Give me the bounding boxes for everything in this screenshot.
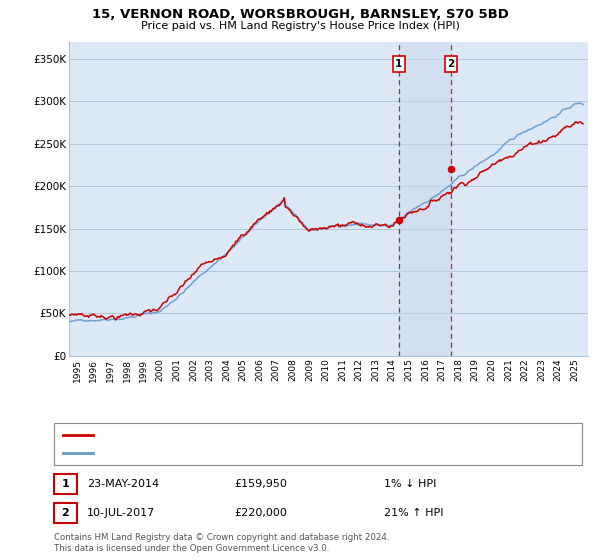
Text: Price paid vs. HM Land Registry's House Price Index (HPI): Price paid vs. HM Land Registry's House … <box>140 21 460 31</box>
Text: 1: 1 <box>395 59 403 69</box>
Text: 1% ↓ HPI: 1% ↓ HPI <box>384 479 436 489</box>
Text: 10-JUL-2017: 10-JUL-2017 <box>87 508 155 518</box>
Text: 21% ↑ HPI: 21% ↑ HPI <box>384 508 443 518</box>
Text: 23-MAY-2014: 23-MAY-2014 <box>87 479 159 489</box>
Text: 1: 1 <box>62 479 69 489</box>
Text: £220,000: £220,000 <box>234 508 287 518</box>
Bar <box>399 42 451 356</box>
Text: 15, VERNON ROAD, WORSBROUGH, BARNSLEY, S70 5BD (detached house): 15, VERNON ROAD, WORSBROUGH, BARNSLEY, S… <box>98 430 452 439</box>
Text: 2: 2 <box>447 59 454 69</box>
Text: 2: 2 <box>62 508 69 518</box>
Text: £159,950: £159,950 <box>234 479 287 489</box>
Text: 15, VERNON ROAD, WORSBROUGH, BARNSLEY, S70 5BD: 15, VERNON ROAD, WORSBROUGH, BARNSLEY, S… <box>92 8 508 21</box>
Text: HPI: Average price, detached house, Barnsley: HPI: Average price, detached house, Barn… <box>98 449 315 458</box>
Text: Contains HM Land Registry data © Crown copyright and database right 2024.
This d: Contains HM Land Registry data © Crown c… <box>54 533 389 553</box>
